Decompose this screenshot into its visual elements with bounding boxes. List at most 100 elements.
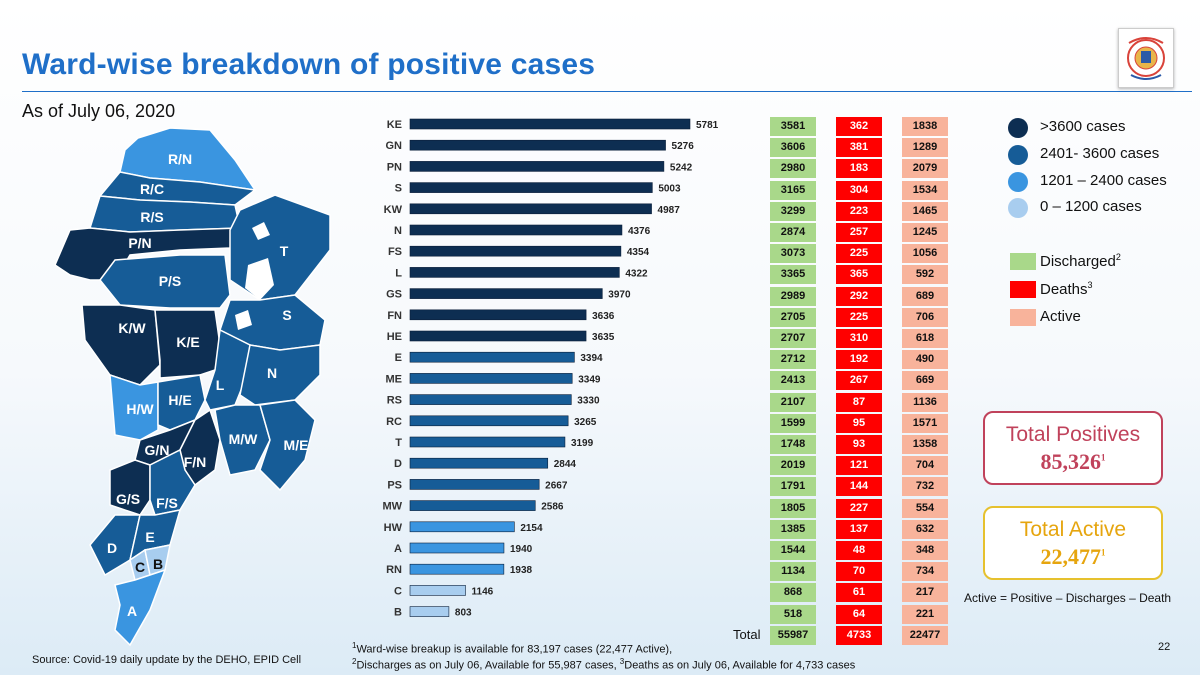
bar-category-label: ME: [386, 373, 403, 385]
discharged-cell: 1791: [770, 477, 816, 497]
map-label-b: B: [153, 556, 163, 572]
bar-category-label: L: [395, 267, 402, 279]
active-cell: 1245: [902, 223, 948, 242]
bar-value-label: 4987: [658, 205, 681, 216]
bar-category-label: RN: [386, 564, 402, 576]
map-label-s: S: [282, 307, 291, 323]
ward-ps: [99, 254, 231, 309]
deaths-cell: 227: [836, 498, 882, 518]
bar-s: [409, 182, 653, 193]
bar-value-label: 5242: [670, 162, 693, 173]
deaths-cell: 304: [836, 180, 882, 200]
active-cell: 689: [902, 286, 948, 306]
deaths-cell: 121: [836, 456, 882, 476]
bar-he: [409, 330, 587, 342]
bar-category-label: A: [394, 543, 402, 555]
discharged-cell: 868: [770, 583, 816, 603]
bar-category-label: GS: [386, 289, 402, 301]
ward-n: [239, 344, 321, 406]
bar-fn: [409, 309, 587, 321]
municipal-logo: [1118, 28, 1174, 88]
page-number: 22: [1158, 641, 1171, 653]
source-note: Source: Covid-19 daily update by the DEH…: [32, 654, 302, 666]
discharged-cell: 2712: [770, 350, 816, 370]
bar-value-label: 1938: [510, 565, 533, 576]
map-label-gs: G/S: [116, 491, 140, 507]
deaths-cell: 310: [836, 329, 882, 348]
ward-bar-chart: KE 5781 GN 5276 PN 5242 S 5003 KW 4987 N 4376 FS 4354…: [350, 110, 760, 630]
bar-value-label: 4376: [628, 226, 651, 237]
map-label-rc: R/C: [140, 181, 164, 197]
total-deaths-cell: 4733: [836, 625, 882, 645]
bar-category-label: KE: [387, 119, 402, 131]
bar-hw: [409, 521, 515, 533]
map-label-e: E: [145, 529, 154, 545]
bar-value-label: 4354: [627, 247, 650, 258]
discharged-cell: 2413: [770, 371, 816, 391]
bar-rn: [409, 563, 505, 575]
bar-category-label: D: [394, 458, 402, 470]
ward-map: .w1 { fill:#0d2e52; stroke:#fff; stroke-…: [30, 120, 340, 655]
deaths-cell: 183: [836, 159, 882, 179]
bar-category-label: RS: [387, 395, 402, 407]
bar-category-label: T: [395, 437, 402, 449]
bar-t: [409, 436, 566, 448]
legend-bin-4-label: 0 – 1200 cases: [1040, 198, 1142, 215]
bar-me: [409, 373, 573, 384]
active-cell: 348: [902, 541, 948, 560]
ward-mw: [214, 404, 271, 476]
deaths-cell: 144: [836, 477, 882, 497]
footnote-1: 1Ward-wise breakup is available for 83,1…: [352, 641, 673, 656]
bar-ps: [409, 479, 540, 490]
deaths-cell: 362: [836, 117, 882, 136]
bar-l: [409, 267, 620, 278]
discharged-cell: 3581: [770, 117, 816, 136]
deaths-cell: 61: [836, 583, 882, 603]
bar-category-label: C: [394, 585, 402, 597]
bar-value-label: 3199: [571, 438, 594, 449]
active-cell: 221: [902, 604, 948, 624]
bar-mw: [409, 500, 536, 511]
legend-active: Active: [1040, 308, 1081, 325]
bar-n: [409, 224, 623, 236]
map-label-fs: F/S: [156, 495, 178, 511]
bar-pn: [409, 161, 665, 172]
bar-category-label: HE: [387, 331, 402, 343]
map-label-c: C: [135, 559, 145, 575]
ward-ke: [154, 309, 221, 379]
total-active-card: Total Active 22,4771: [983, 506, 1163, 580]
bar-value-label: 1146: [472, 586, 494, 597]
bar-value-label: 3970: [608, 290, 631, 301]
map-label-t: T: [280, 243, 289, 259]
deaths-cell: 87: [836, 392, 882, 412]
total-positives-card: Total Positives 85,3261: [983, 411, 1163, 485]
page-title: Ward-wise breakdown of positive cases: [22, 48, 596, 81]
map-label-fn: F/N: [184, 454, 207, 470]
active-cell: 704: [902, 456, 948, 476]
legend-bin-1-label: >3600 cases: [1040, 118, 1126, 135]
as-of-date: As of July 06, 2020: [22, 101, 176, 121]
active-cell: 2079: [902, 159, 948, 179]
discharged-cell: 3165: [770, 180, 816, 200]
bar-category-label: MW: [382, 501, 402, 513]
bar-value-label: 5781: [696, 120, 719, 131]
active-cell: 734: [902, 562, 948, 582]
footnote-2: 2Discharges as on July 06, Available for…: [352, 657, 856, 672]
deaths-cell: 223: [836, 201, 882, 221]
ward-map-gap-1: [252, 222, 270, 240]
active-cell: 1056: [902, 244, 948, 264]
total-active-value: 22,4771: [1040, 544, 1106, 569]
bar-value-label: 4322: [625, 268, 648, 279]
bar-kw: [409, 203, 652, 215]
active-cell: 706: [902, 307, 948, 327]
active-cell: 1838: [902, 117, 948, 136]
map-label-he: H/E: [168, 392, 191, 408]
bar-value-label: 2154: [520, 523, 543, 534]
bar-category-label: B: [394, 607, 402, 619]
active-cell: 1534: [902, 180, 948, 200]
discharged-cell: 518: [770, 604, 816, 624]
map-label-gn: G/N: [145, 442, 170, 458]
legend-dot-icon: [1008, 172, 1028, 192]
total-active-cell: 22477: [902, 625, 948, 645]
bar-category-label: N: [394, 225, 402, 237]
